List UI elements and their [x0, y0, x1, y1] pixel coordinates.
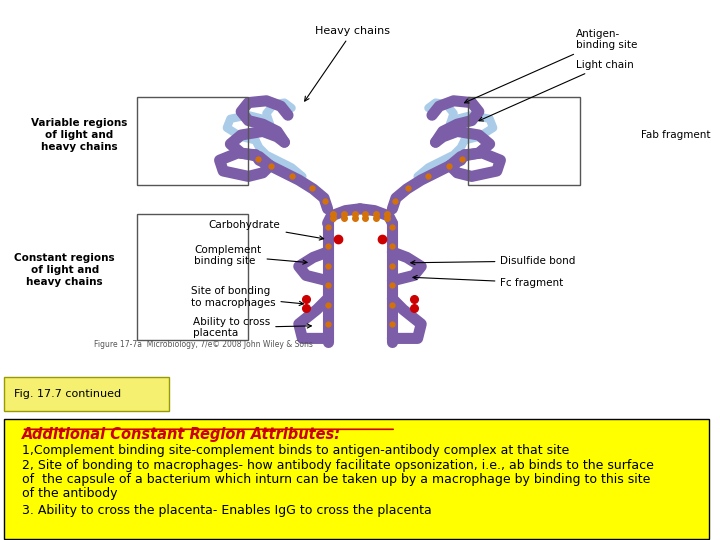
- Text: Fc fragment: Fc fragment: [413, 275, 564, 288]
- Text: Light chain: Light chain: [479, 60, 634, 121]
- FancyBboxPatch shape: [4, 418, 709, 539]
- Text: 3. Ability to cross the placenta- Enables IgG to cross the placenta: 3. Ability to cross the placenta- Enable…: [22, 504, 431, 517]
- Text: Variable regions
of light and
heavy chains: Variable regions of light and heavy chai…: [31, 118, 127, 152]
- Text: Additional Constant Region Attributes:: Additional Constant Region Attributes:: [22, 427, 341, 442]
- Text: Ability to cross
placenta: Ability to cross placenta: [193, 317, 311, 339]
- Text: 2, Site of bonding to macrophages- how antibody facilitate opsonization, i.e., a: 2, Site of bonding to macrophages- how a…: [22, 459, 654, 472]
- Text: 1,Complement binding site-complement binds to antigen-antibody complex at that s: 1,Complement binding site-complement bin…: [22, 444, 569, 457]
- Text: Carbohydrate: Carbohydrate: [209, 220, 324, 240]
- Text: Figure 17-7a  Microbiology, 7/e© 2008 John Wiley & Sons: Figure 17-7a Microbiology, 7/e© 2008 Joh…: [94, 340, 312, 349]
- Text: of the antibody: of the antibody: [22, 487, 117, 500]
- Text: Fab fragment: Fab fragment: [641, 130, 711, 140]
- Text: Complement
binding site: Complement binding site: [194, 245, 307, 266]
- Text: Heavy chains: Heavy chains: [305, 26, 390, 101]
- Text: Antigen-
binding site: Antigen- binding site: [464, 29, 637, 103]
- Text: Site of bonding
to macrophages: Site of bonding to macrophages: [191, 286, 303, 308]
- FancyBboxPatch shape: [4, 377, 169, 411]
- Text: Disulfide bond: Disulfide bond: [411, 256, 576, 266]
- Text: Fig. 17.7 continued: Fig. 17.7 continued: [14, 389, 122, 399]
- Text: Constant regions
of light and
heavy chains: Constant regions of light and heavy chai…: [14, 253, 115, 287]
- Text: of  the capsule of a bacterium which inturn can be taken up by a macrophage by b: of the capsule of a bacterium which intu…: [22, 474, 650, 487]
